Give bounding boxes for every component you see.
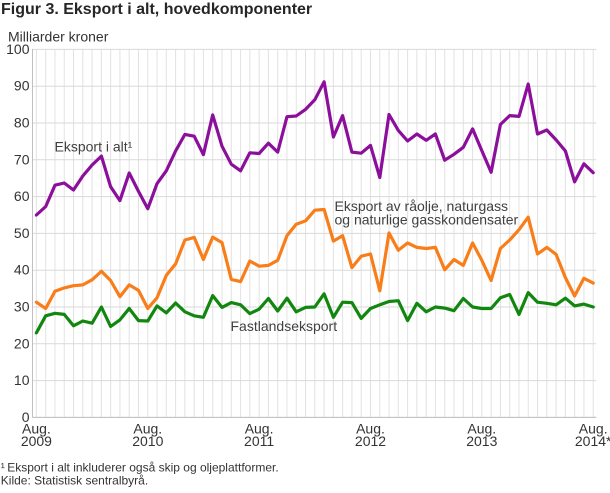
svg-text:2012: 2012 xyxy=(355,433,386,449)
svg-text:2009: 2009 xyxy=(21,433,52,449)
svg-text:Figur 3. Eksport i alt, hovedk: Figur 3. Eksport i alt, hovedkomponenter xyxy=(1,1,312,18)
svg-text:70: 70 xyxy=(14,151,30,167)
svg-text:Eksport i alt¹: Eksport i alt¹ xyxy=(55,139,133,155)
svg-text:100: 100 xyxy=(6,41,30,57)
svg-text:20: 20 xyxy=(14,335,30,351)
svg-text:Aug.: Aug. xyxy=(245,420,274,436)
svg-text:Aug.: Aug. xyxy=(467,420,496,436)
svg-text:50: 50 xyxy=(14,225,30,241)
svg-text:30: 30 xyxy=(14,299,30,315)
svg-text:2010: 2010 xyxy=(132,433,163,449)
svg-text:Aug.: Aug. xyxy=(356,420,385,436)
svg-text:10: 10 xyxy=(14,372,30,388)
svg-text:60: 60 xyxy=(14,188,30,204)
svg-text:2014*: 2014* xyxy=(575,433,610,449)
svg-text:40: 40 xyxy=(14,262,30,278)
svg-text:Kilde: Statistisk sentralbyrå.: Kilde: Statistisk sentralbyrå. xyxy=(1,473,148,487)
svg-text:og naturlige gasskondensater: og naturlige gasskondensater xyxy=(335,211,519,227)
svg-text:2013: 2013 xyxy=(466,433,497,449)
svg-text:Milliarder kroner: Milliarder kroner xyxy=(8,28,109,44)
svg-text:80: 80 xyxy=(14,115,30,131)
svg-text:Aug.: Aug. xyxy=(579,420,608,436)
svg-text:Fastlandseksport: Fastlandseksport xyxy=(231,318,338,334)
svg-text:90: 90 xyxy=(14,78,30,94)
svg-text:¹ Eksport i alt inkluderer ogs: ¹ Eksport i alt inkluderer også skip og … xyxy=(1,461,279,475)
svg-text:2011: 2011 xyxy=(244,433,274,449)
svg-text:0: 0 xyxy=(22,409,30,425)
svg-text:Aug.: Aug. xyxy=(133,420,162,436)
svg-text:Aug.: Aug. xyxy=(22,420,51,436)
svg-text:Eksport av råolje, naturgass: Eksport av råolje, naturgass xyxy=(335,198,509,214)
